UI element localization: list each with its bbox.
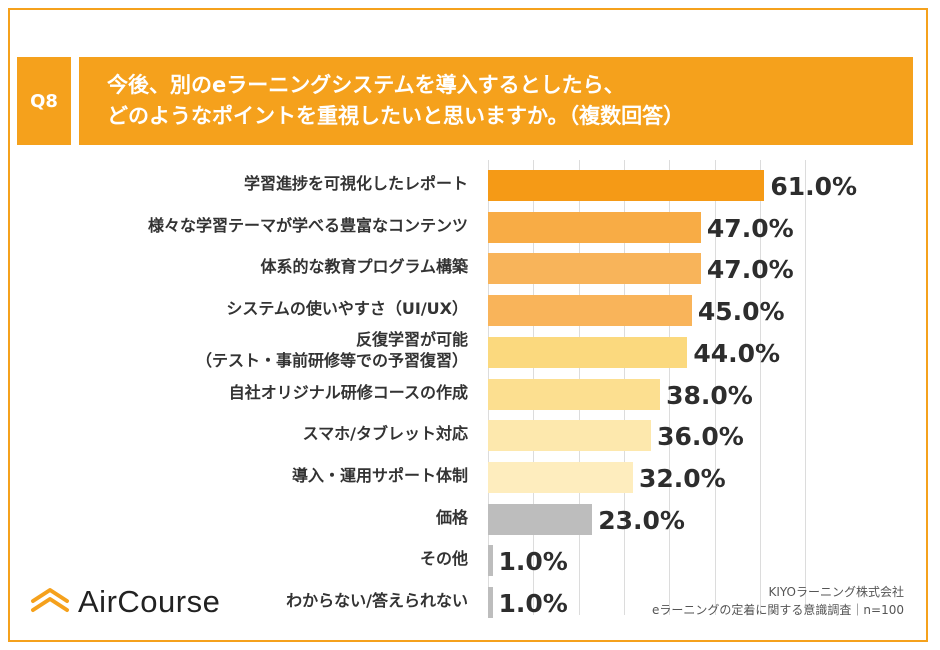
category-label: 反復学習が可能 （テスト・事前研修等での予習復習） (196, 329, 468, 371)
category-label-line: 体系的な教育プログラム構築 (260, 257, 468, 277)
category-label: スマホ/タブレット対応 (303, 423, 468, 444)
bar (488, 587, 493, 618)
value-label: 36.0% (657, 422, 744, 452)
aircourse-logo-icon (31, 588, 69, 612)
bar (488, 295, 692, 327)
category-label: システムの使いやすさ（UI/UX） (226, 298, 468, 319)
value-label: 1.0% (498, 547, 568, 577)
value-label: 47.0% (706, 213, 794, 243)
brand-logo: AirCourse (30, 584, 220, 620)
category-label: 自社オリジナル研修コースの作成 (229, 382, 468, 403)
value-label: 44.0% (693, 338, 781, 368)
gridline (759, 160, 761, 615)
category-label-line: スマホ/タブレット対応 (302, 424, 468, 444)
category-label: 学習進捗を可視化したレポート (244, 173, 468, 194)
bar (488, 503, 593, 535)
category-label: その他 (420, 548, 468, 569)
source-note: KIYOラーニング株式会社 eラーニングの定着に関する意識調査｜n=100 (652, 583, 904, 619)
category-label-line: 反復学習が可能 (355, 330, 468, 350)
bar (488, 170, 765, 201)
bar (488, 378, 661, 410)
source-survey: eラーニングの定着に関する意識調査｜n=100 (652, 603, 904, 617)
category-label-line: わからない/答えられない (286, 591, 468, 610)
value-label: 38.0% (666, 380, 753, 410)
brand-name: AirCourse (78, 584, 221, 619)
category-label-line: 学習進捗を可視化したレポート (243, 174, 468, 193)
value-label: 23.0% (598, 505, 685, 535)
bar (488, 420, 652, 452)
gridline (714, 160, 716, 615)
value-label: 47.0% (706, 255, 794, 285)
value-label: 45.0% (697, 297, 785, 327)
category-label-line: （テスト・事前研修等での予習復習） (195, 351, 468, 371)
chart-frame (8, 8, 928, 642)
category-label-line: 自社オリジナル研修コースの作成 (228, 382, 468, 402)
question-line-2: どのようなポイントを重視したいと思いますか。（複数回答） (107, 104, 685, 128)
category-label-line: 導入・運用サポート体制 (291, 465, 468, 485)
bar (488, 545, 493, 577)
value-label: 61.0% (770, 172, 858, 201)
question-number: Q8 (30, 90, 58, 112)
category-label: わからない/答えられない (286, 590, 468, 611)
bar (488, 211, 701, 243)
category-label: 導入・運用サポート体制 (292, 465, 468, 486)
category-label-line: システムの使いやすさ（UI/UX） (226, 299, 468, 319)
category-label-line: その他 (419, 549, 468, 569)
category-label-line: 価格 (435, 507, 468, 527)
category-label: 体系的な教育プログラム構築 (260, 256, 468, 277)
source-company: KIYOラーニング株式会社 (768, 585, 904, 599)
value-label: 32.0% (638, 463, 726, 493)
gridline (805, 160, 807, 615)
category-label: 様々な学習テーマが学べる豊富なコンテンツ (148, 215, 468, 236)
value-label: 1.0% (498, 589, 568, 618)
bar (488, 253, 701, 285)
bar (488, 461, 633, 493)
question-line-1: 今後、別のeラーニングシステムを導入するとしたら、 (107, 73, 625, 97)
gridline (669, 160, 671, 615)
question-title: 今後、別のeラーニングシステムを導入するとしたら、 どのようなポイントを重視した… (79, 57, 913, 145)
bar (488, 336, 688, 368)
question-number-badge: Q8 (17, 57, 71, 145)
category-label: 価格 (436, 507, 468, 528)
category-label-line: 様々な学習テーマが学べる豊富なコンテンツ (147, 215, 468, 235)
